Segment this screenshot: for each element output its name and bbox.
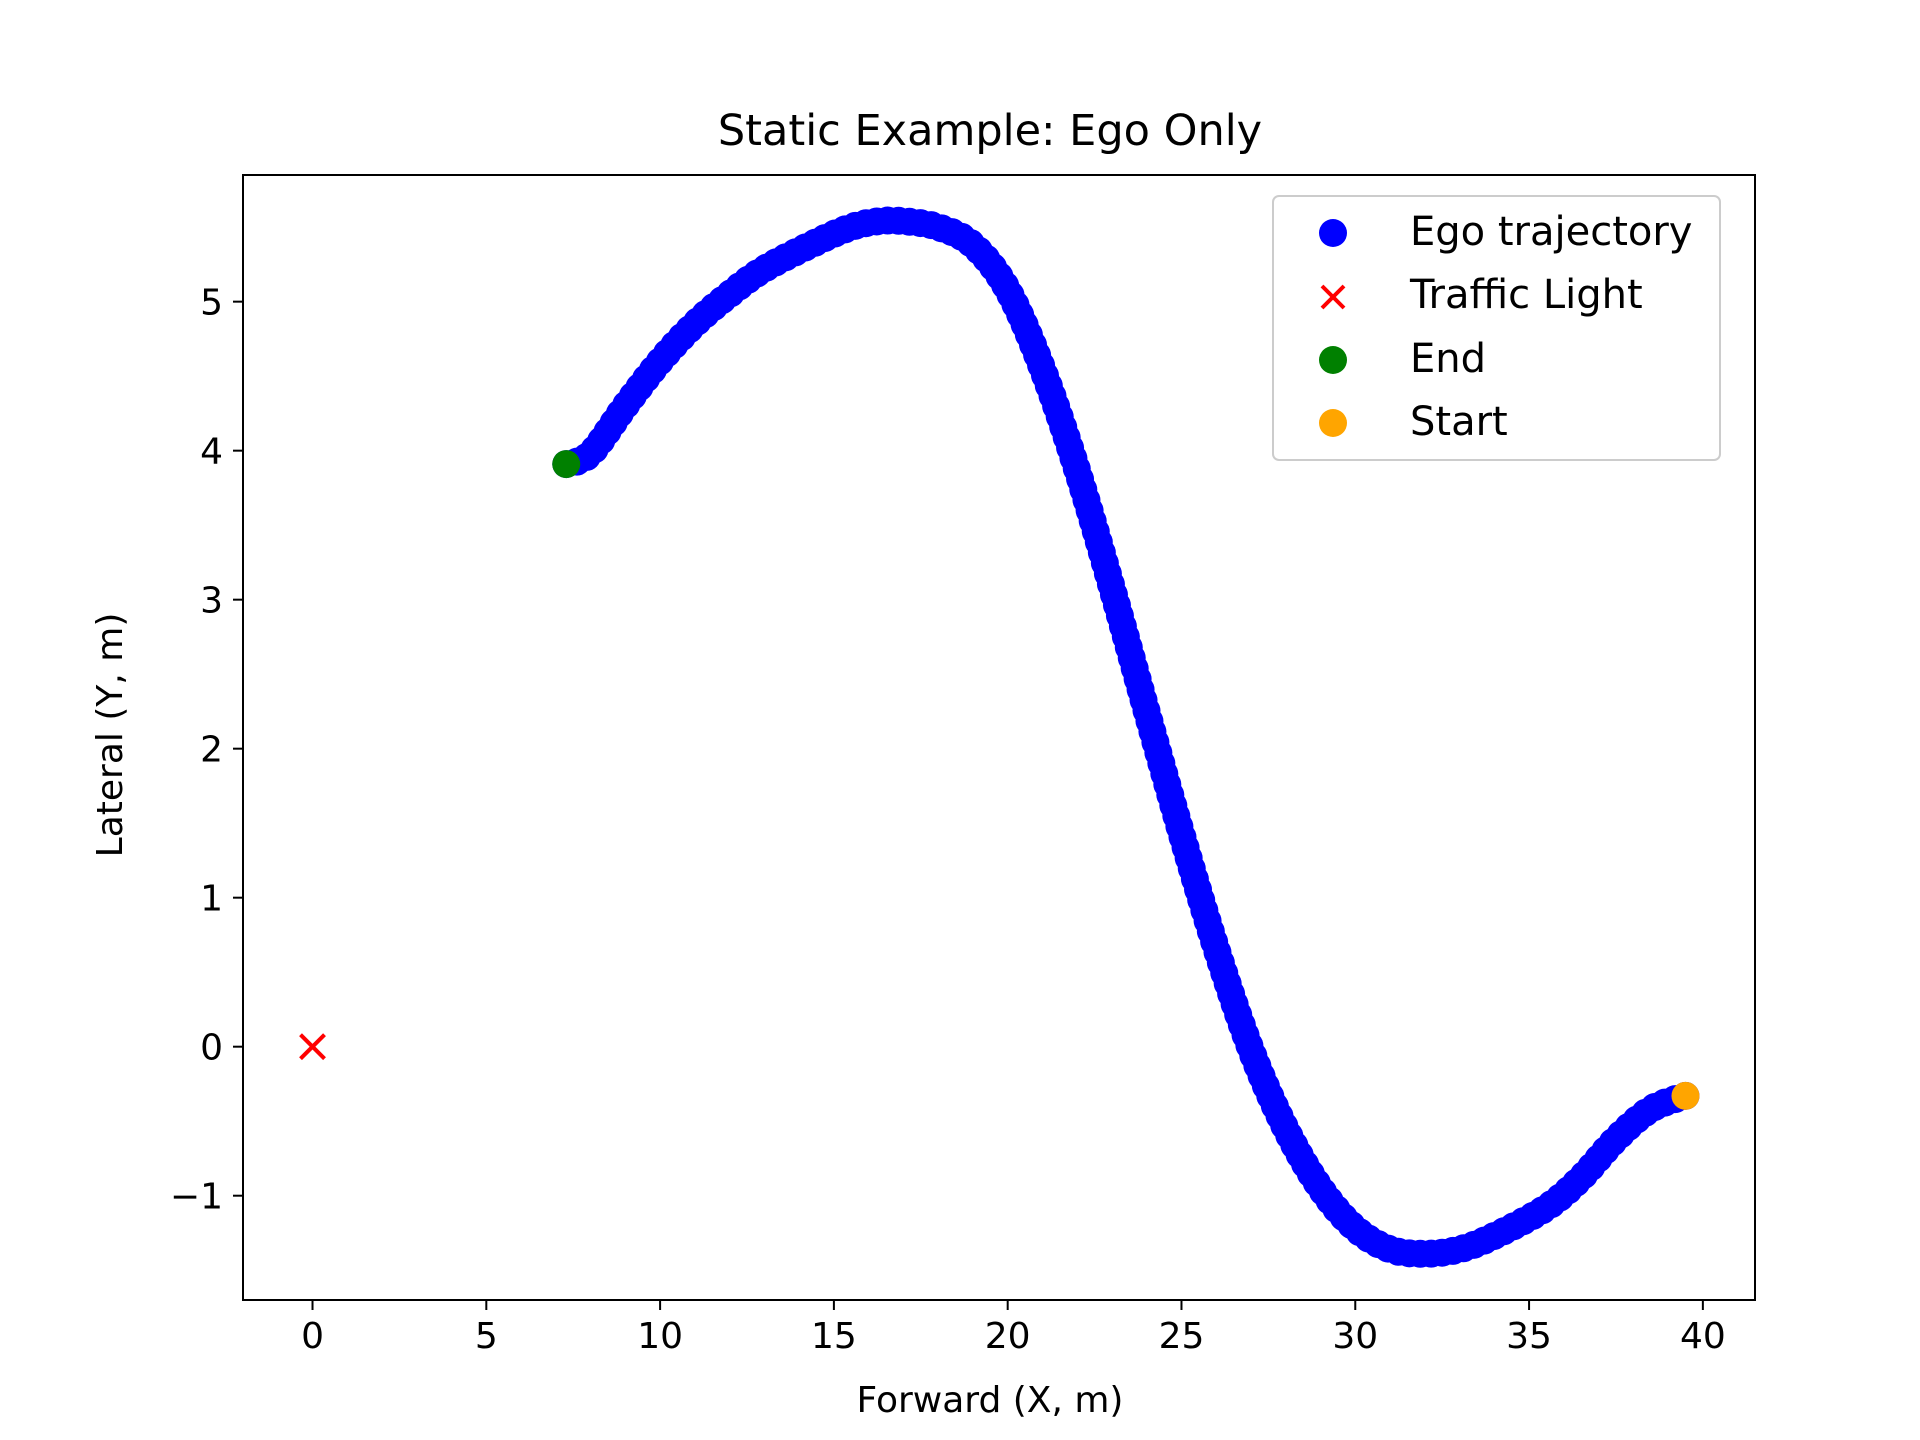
legend-marker-ego bbox=[1319, 219, 1347, 247]
x-tick-label: 35 bbox=[1506, 1316, 1552, 1357]
x-axis-label: Forward (X, m) bbox=[857, 1380, 1124, 1421]
y-tick-label: 0 bbox=[200, 1028, 223, 1069]
x-tick-label: 15 bbox=[811, 1316, 857, 1357]
legend-box bbox=[1272, 195, 1721, 461]
y-axis-ticks: −1 0 1 2 3 4 5 bbox=[170, 283, 243, 1218]
y-tick-label: 5 bbox=[200, 283, 223, 324]
x-tick-label: 30 bbox=[1332, 1316, 1378, 1357]
legend-label-end: End bbox=[1410, 336, 1486, 382]
legend: Ego trajectory Traffic Light End Start bbox=[1272, 195, 1721, 461]
y-tick-label: 2 bbox=[200, 730, 223, 771]
legend-marker-traffic-light bbox=[1320, 284, 1346, 310]
legend-marker-end bbox=[1319, 346, 1347, 374]
special-markers bbox=[299, 450, 1700, 1110]
legend-label-traffic-light: Traffic Light bbox=[1409, 272, 1643, 318]
x-axis-ticks: 0 5 10 15 20 25 30 35 40 bbox=[301, 1300, 1726, 1357]
legend-marker-start bbox=[1319, 409, 1347, 437]
legend-label-ego: Ego trajectory bbox=[1410, 209, 1692, 255]
traffic-light-marker bbox=[299, 1033, 326, 1061]
y-tick-label: 1 bbox=[200, 879, 223, 920]
y-tick-label: 4 bbox=[200, 432, 223, 473]
x-tick-label: 5 bbox=[475, 1316, 498, 1357]
y-tick-label: 3 bbox=[200, 581, 223, 622]
x-tick-label: 0 bbox=[301, 1316, 324, 1357]
start-marker bbox=[1671, 1081, 1700, 1110]
x-tick-label: 10 bbox=[637, 1316, 683, 1357]
chart-title: Static Example: Ego Only bbox=[718, 106, 1262, 156]
end-marker bbox=[552, 450, 581, 479]
y-axis-label: Lateral (Y, m) bbox=[90, 613, 131, 858]
legend-label-start: Start bbox=[1410, 399, 1508, 445]
y-tick-label: −1 bbox=[170, 1177, 223, 1218]
ego-trajectory-points bbox=[552, 206, 1700, 1268]
x-tick-label: 25 bbox=[1159, 1316, 1205, 1357]
x-tick-label: 40 bbox=[1680, 1316, 1726, 1357]
x-tick-label: 20 bbox=[985, 1316, 1031, 1357]
axes-frame bbox=[242, 174, 1756, 1301]
